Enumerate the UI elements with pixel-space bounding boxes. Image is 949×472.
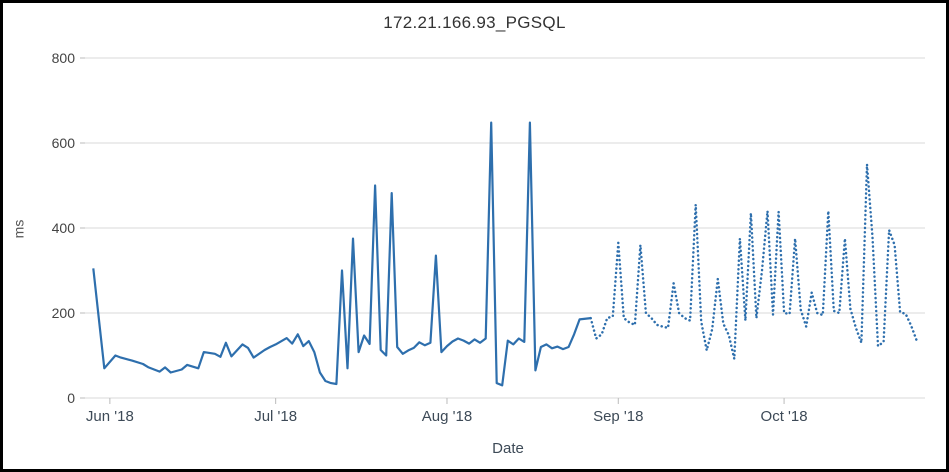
svg-text:200: 200 — [52, 305, 76, 321]
svg-text:Sep '18: Sep '18 — [593, 408, 643, 425]
chart-title: 172.21.166.93_PGSQL — [383, 13, 566, 32]
svg-text:Jul '18: Jul '18 — [254, 408, 297, 425]
svg-text:0: 0 — [67, 390, 75, 406]
chart-plot: 0 200 400 600 800 Jun '18 Jul '18 Aug '18 Sep '1… — [52, 50, 925, 425]
series-observed — [92, 121, 591, 387]
svg-text:Jun '18: Jun '18 — [86, 408, 134, 425]
svg-text:600: 600 — [52, 135, 76, 151]
x-axis-title: Date — [492, 440, 524, 457]
svg-text:Oct '18: Oct '18 — [761, 408, 808, 425]
svg-text:Aug '18: Aug '18 — [422, 408, 472, 425]
svg-text:800: 800 — [52, 50, 76, 66]
svg-text:400: 400 — [52, 220, 76, 236]
series-forecast — [589, 163, 918, 361]
